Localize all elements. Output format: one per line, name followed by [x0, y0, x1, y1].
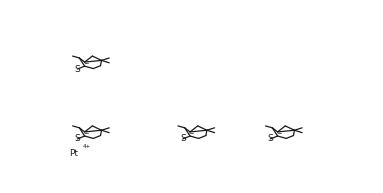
Text: 4+: 4+	[82, 144, 90, 149]
Text: S: S	[267, 134, 273, 143]
Text: −: −	[83, 130, 89, 135]
Text: −: −	[83, 61, 89, 66]
Text: −: −	[188, 130, 194, 135]
Text: S: S	[180, 134, 186, 143]
Text: S: S	[75, 65, 80, 74]
Text: Pt: Pt	[69, 149, 78, 158]
Text: −: −	[276, 130, 282, 135]
Text: S: S	[75, 134, 80, 143]
